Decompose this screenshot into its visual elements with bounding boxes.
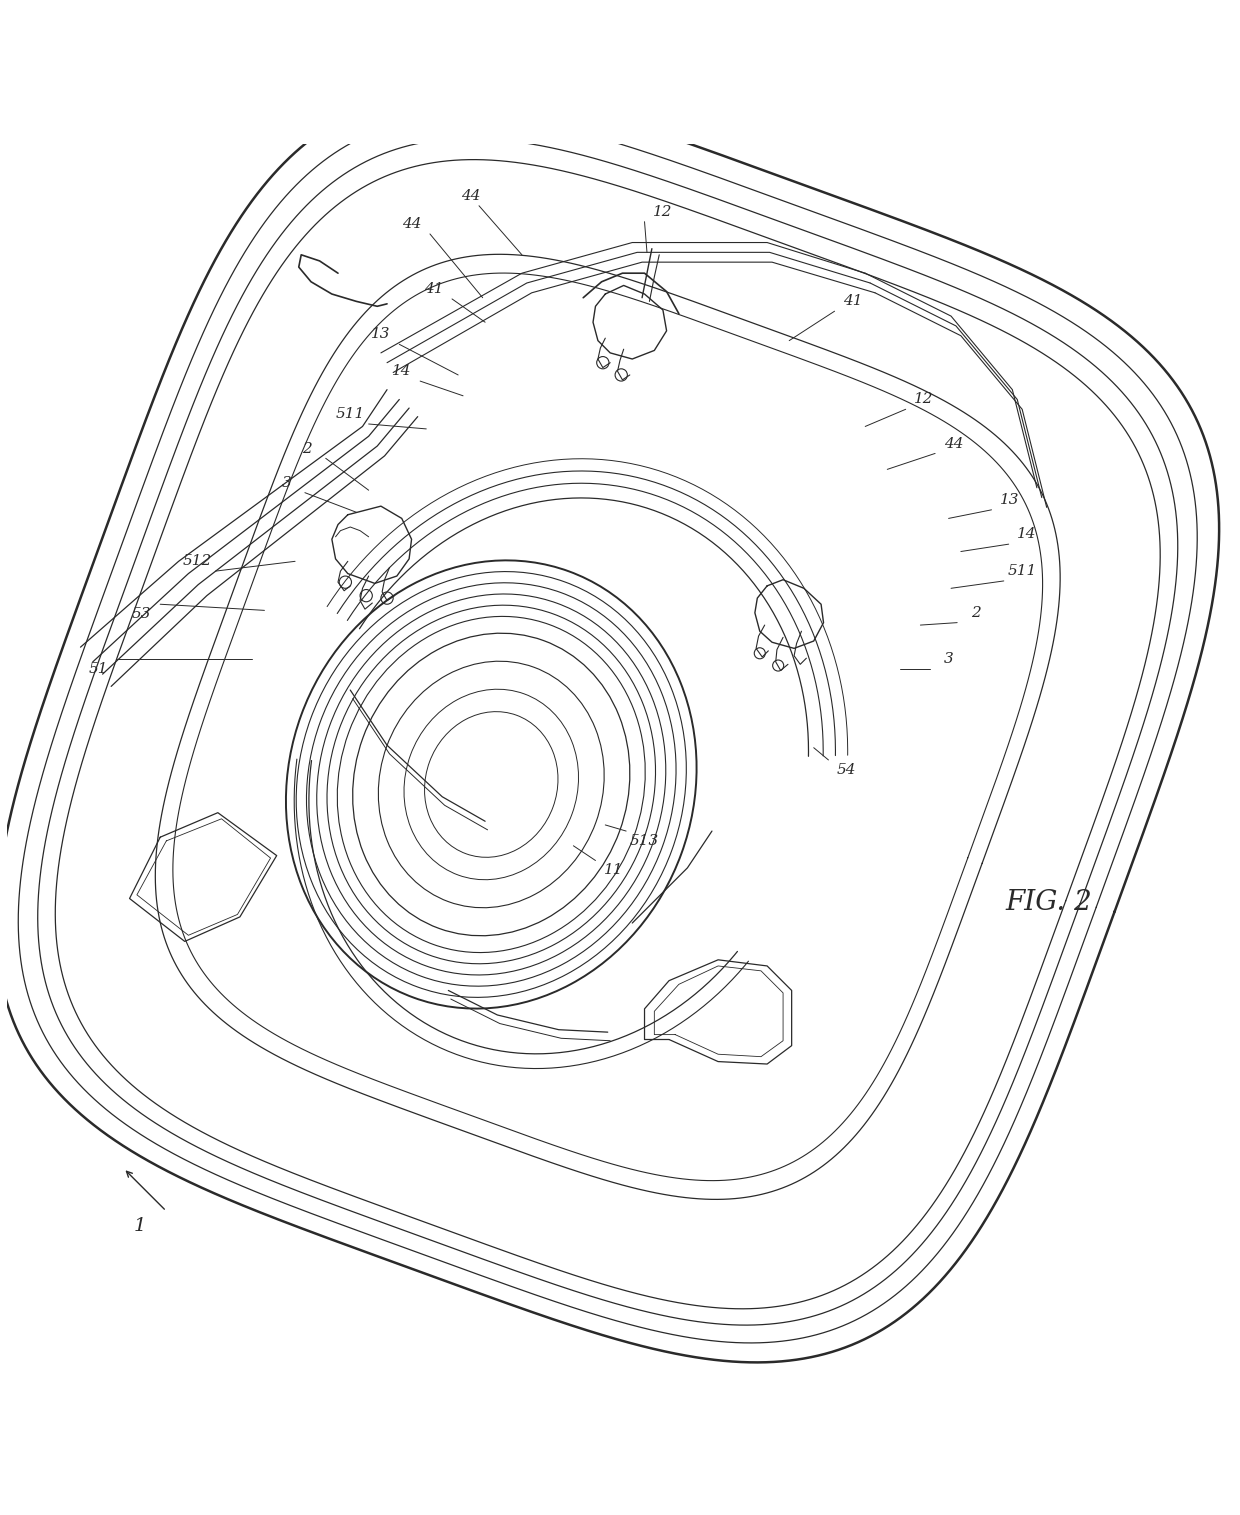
Text: 14: 14: [392, 364, 412, 379]
Text: 44: 44: [944, 436, 963, 450]
Text: 51: 51: [89, 662, 109, 676]
Text: 2: 2: [303, 441, 312, 456]
Text: 513: 513: [630, 833, 660, 848]
Text: 3: 3: [944, 653, 954, 667]
Text: 41: 41: [843, 294, 863, 309]
Text: 13: 13: [1001, 492, 1019, 508]
Text: 14: 14: [1017, 527, 1037, 541]
Text: 12: 12: [653, 205, 672, 218]
Text: 3: 3: [281, 476, 291, 489]
Text: 44: 44: [402, 217, 422, 232]
Text: FIG. 2: FIG. 2: [1006, 889, 1092, 915]
Text: 511: 511: [1008, 564, 1037, 579]
Text: 44: 44: [460, 189, 480, 203]
Text: 53: 53: [133, 608, 151, 621]
Text: 41: 41: [424, 282, 444, 295]
Text: 1: 1: [133, 1217, 145, 1235]
Text: 12: 12: [914, 392, 934, 406]
Text: 511: 511: [336, 408, 365, 421]
Text: 512: 512: [182, 554, 212, 568]
Text: 13: 13: [371, 327, 391, 341]
Text: 54: 54: [837, 762, 857, 777]
Text: 2: 2: [971, 606, 981, 620]
Text: 11: 11: [604, 864, 624, 877]
